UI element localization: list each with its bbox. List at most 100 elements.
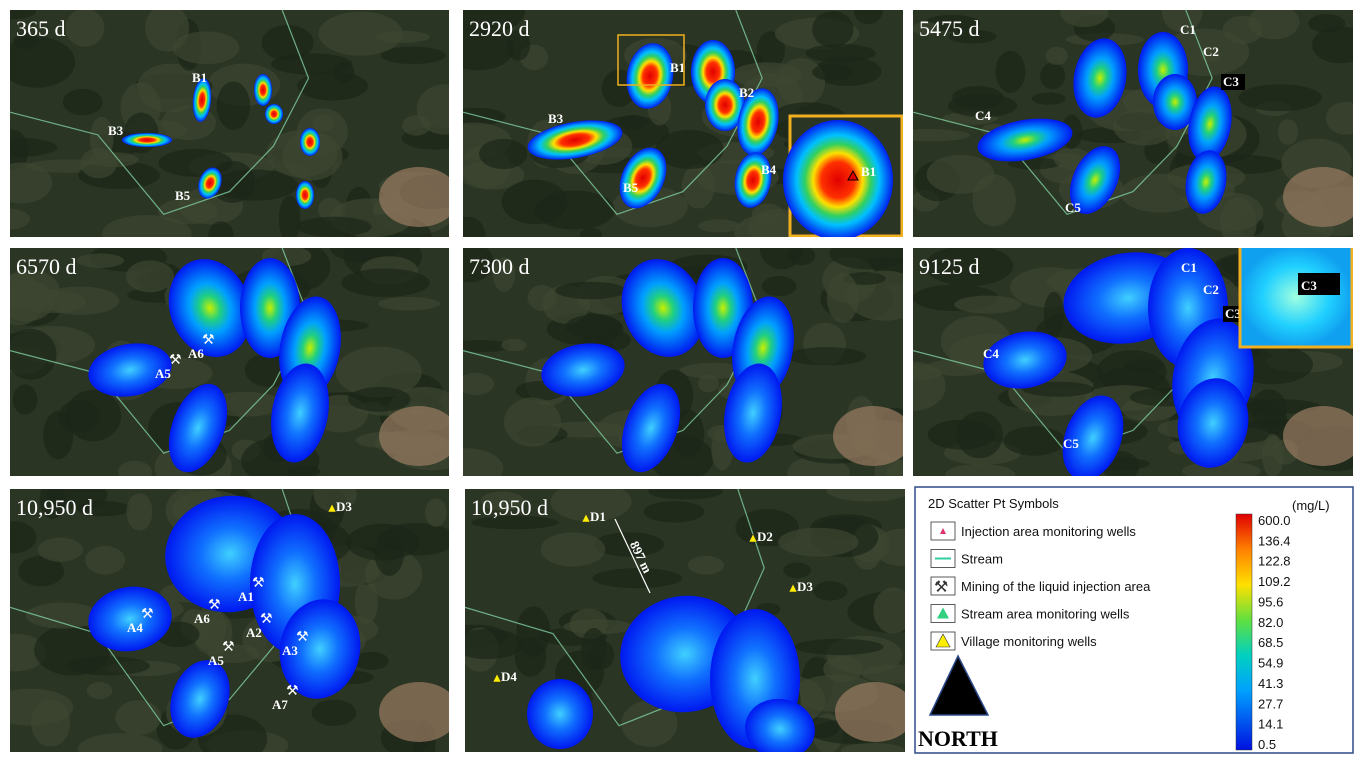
village-well <box>788 583 798 593</box>
terrain <box>463 248 494 283</box>
terrain <box>102 215 192 237</box>
point-label: C2 <box>1203 44 1219 59</box>
legend-item: Stream area monitoring wells <box>961 607 1130 622</box>
legend-title: 2D Scatter Pt Symbols <box>928 496 1059 511</box>
map-panel: 365 d B1 B3 B5 <box>10 10 449 237</box>
terrain <box>86 682 113 700</box>
plume <box>983 331 1067 389</box>
terrain <box>335 346 422 398</box>
terrain <box>812 63 854 81</box>
plume <box>168 383 228 473</box>
symbol-box <box>930 604 956 623</box>
terrain <box>592 568 683 589</box>
terrain <box>786 347 867 366</box>
terrain <box>913 361 946 411</box>
plume <box>977 118 1073 162</box>
colorbar-label: 109.2 <box>1258 574 1291 589</box>
terrain <box>62 88 103 116</box>
point-label: B1 <box>670 60 685 75</box>
terrain <box>945 463 1016 476</box>
point-label: D3 <box>336 499 352 514</box>
terrain <box>1022 381 1095 397</box>
village-well <box>581 513 591 523</box>
terrain <box>297 71 368 101</box>
symbol-box <box>930 549 956 568</box>
terrain <box>10 279 55 322</box>
terrain <box>794 638 884 656</box>
terrain <box>37 537 83 562</box>
bare-land <box>379 167 449 227</box>
point-label: C3 <box>1223 74 1239 89</box>
terrain <box>10 328 57 380</box>
point-label: C5 <box>1063 436 1079 451</box>
terrain <box>698 374 719 393</box>
inset: C3 <box>1238 248 1353 349</box>
terrain <box>416 84 449 135</box>
terrain <box>10 162 53 204</box>
plume <box>254 74 272 106</box>
terrain <box>172 31 240 65</box>
bare-land <box>833 406 903 466</box>
inset-label: B1 <box>861 164 876 179</box>
terrain <box>77 733 163 752</box>
terrain <box>681 164 715 209</box>
legend-box <box>914 486 1354 754</box>
terrain <box>261 24 314 61</box>
terrain <box>463 372 495 396</box>
terrain <box>10 688 74 726</box>
terrain <box>655 129 724 170</box>
legend-item: Stream <box>961 552 1003 567</box>
plume <box>279 599 361 699</box>
terrain <box>463 107 506 126</box>
time-label: 9125 d <box>919 254 980 279</box>
plume <box>1062 395 1124 476</box>
terrain <box>126 260 175 293</box>
mine-icon: ⚒ <box>141 607 154 622</box>
terrain <box>65 10 105 47</box>
terrain <box>124 112 159 154</box>
point-label: A3 <box>282 643 298 658</box>
terrain <box>158 198 218 225</box>
terrain <box>377 297 441 311</box>
point-label: B5 <box>623 180 639 195</box>
terrain <box>593 532 665 557</box>
distance-line <box>614 518 651 594</box>
map-content: 2920 d B1 B2 B3 B4 B5 B1 <box>463 10 903 237</box>
terrain <box>812 11 854 48</box>
legend-item: Injection area monitoring wells <box>961 524 1136 539</box>
terrain <box>841 743 905 752</box>
map-content: 7300 d <box>463 248 903 476</box>
terrain <box>1040 62 1066 90</box>
symbol-mining: ⚒ <box>934 579 948 596</box>
terrain <box>948 29 997 44</box>
plume <box>527 120 623 160</box>
terrain <box>463 340 511 353</box>
map-panel: 6570 d⚒A6⚒A5 <box>10 248 449 476</box>
plume <box>170 660 230 738</box>
point-label: A6 <box>194 611 210 626</box>
colorbar-label: 136.4 <box>1258 533 1291 548</box>
terrain <box>503 397 561 447</box>
terrain <box>1312 26 1353 64</box>
point-label: B3 <box>108 123 124 138</box>
point-label: A7 <box>272 697 288 712</box>
terrain <box>621 700 678 747</box>
terrain <box>1219 197 1257 237</box>
terrain <box>1031 92 1066 105</box>
point-label: A4 <box>127 620 143 635</box>
point-label: D3 <box>797 579 813 594</box>
plume <box>192 78 212 122</box>
symbol-box <box>930 576 956 596</box>
point-label: C4 <box>975 108 991 123</box>
terrain <box>270 53 353 75</box>
terrain <box>913 128 971 142</box>
map-content: 10,950 d D3⚒A1⚒A6 ⚒A2 ⚒A3⚒A4⚒A5⚒A7 <box>10 489 449 752</box>
terrain <box>10 137 58 158</box>
terrain <box>463 10 526 34</box>
plume <box>1185 150 1227 214</box>
terrain <box>648 489 724 500</box>
plume <box>745 698 815 752</box>
terrain <box>555 281 627 300</box>
